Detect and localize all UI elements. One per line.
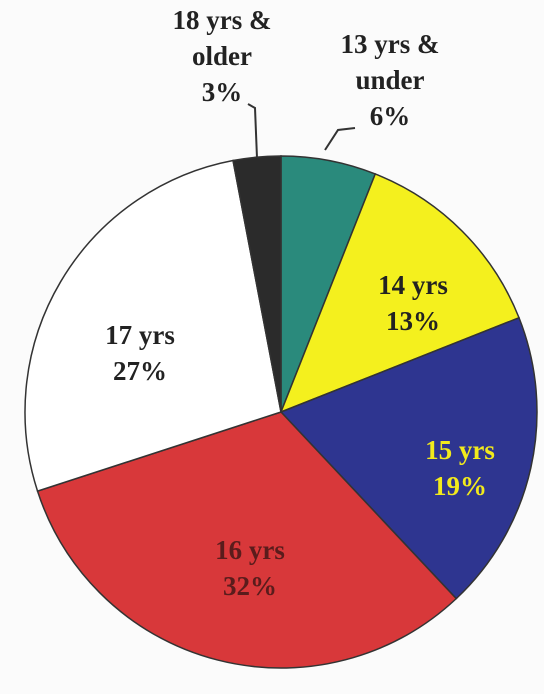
value-label: 32% (223, 571, 277, 601)
value-label: 3% (201, 77, 243, 107)
pie-slice (279, 173, 520, 414)
slice-label: 18 yrs & older 3% (157, 2, 287, 110)
slice-label: 15 yrs 19% (405, 432, 515, 504)
category-label: 17 yrs (105, 320, 175, 350)
slice-label: 14 yrs 13% (358, 267, 468, 339)
category-label: 13 yrs & under (340, 29, 440, 95)
value-label: 27% (113, 356, 167, 386)
value-label: 19% (433, 471, 487, 501)
pie-slice (36, 411, 458, 669)
value-label: 6% (369, 101, 411, 131)
pie-slice (24, 159, 282, 493)
slice-label: 17 yrs 27% (85, 317, 195, 389)
slice-label: 16 yrs 32% (195, 532, 305, 604)
category-label: 16 yrs (215, 535, 285, 565)
slice-label: 13 yrs & under 6% (330, 26, 450, 134)
category-label: 14 yrs (378, 270, 448, 300)
leader-line (247, 103, 258, 159)
pie-slice (232, 155, 282, 413)
category-label: 18 yrs & older (172, 5, 272, 71)
pie-slice (279, 316, 538, 600)
category-label: 15 yrs (425, 435, 495, 465)
leader-line (324, 127, 356, 151)
value-label: 13% (386, 306, 440, 336)
